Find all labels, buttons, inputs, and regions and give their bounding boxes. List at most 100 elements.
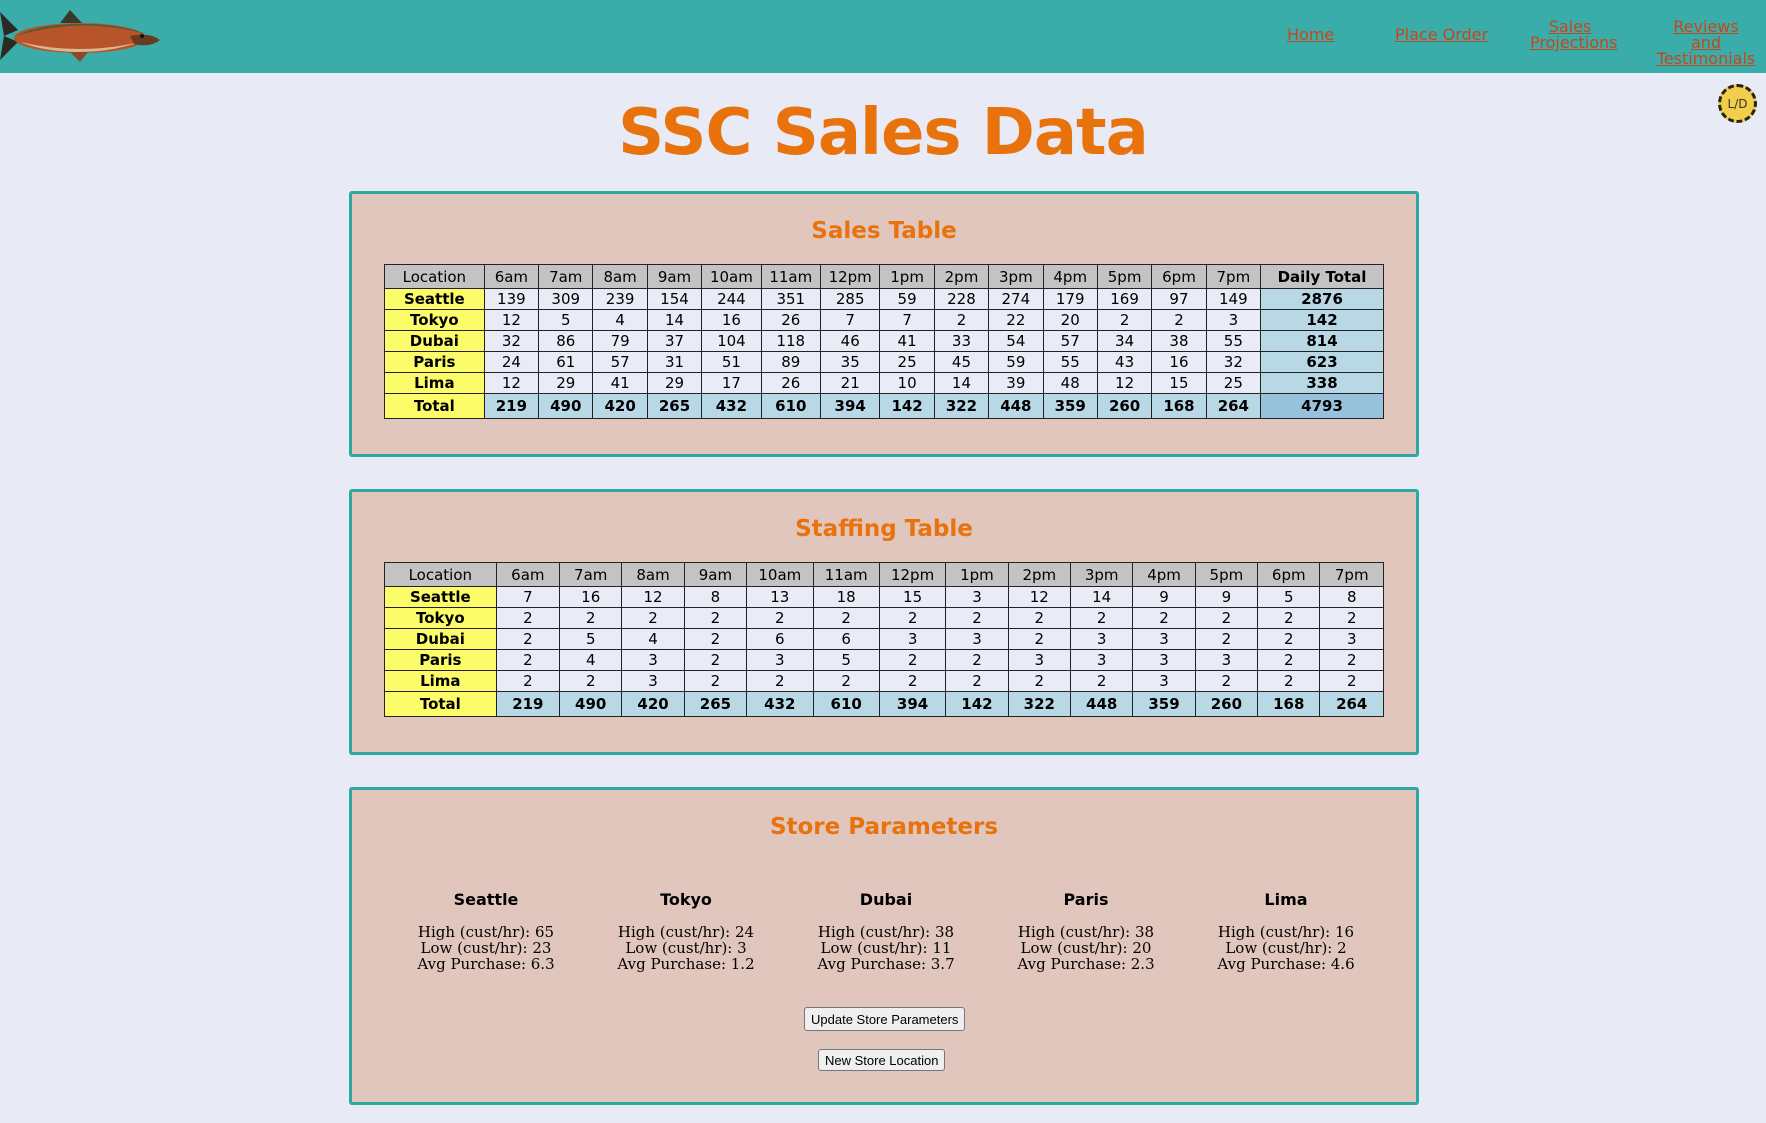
table-cell: 3 xyxy=(878,628,947,650)
table-cell: 2 xyxy=(1007,670,1072,692)
column-header: 3pm xyxy=(1069,562,1134,587)
table-cell: 104 xyxy=(701,330,762,352)
total-row: Total 219 490 420 265 432 610 394 142 322 448 359 26… xyxy=(384,691,1384,717)
store-high: High (cust/hr): 16 xyxy=(1217,923,1355,941)
table-cell: 3 xyxy=(1132,649,1196,671)
total-cell: 448 xyxy=(988,393,1044,419)
sales-table: Location 6am 7am 8am 9am 10am 11am 12pm 1pm 2pm 3p… xyxy=(384,264,1384,419)
table-cell: 3 xyxy=(945,586,1009,608)
table-cell: 2 xyxy=(1132,607,1196,629)
top-navigation-bar: Home Place Order Sales Projections Revie… xyxy=(0,0,1766,73)
table-cell: 3 xyxy=(1205,309,1262,331)
column-header: 5pm xyxy=(1096,264,1153,289)
table-cell: 25 xyxy=(1205,372,1262,394)
table-cell: 5 xyxy=(559,628,623,650)
table-cell: 2 xyxy=(1069,607,1134,629)
table-cell: 118 xyxy=(760,330,822,352)
table-cell: 8 xyxy=(1319,586,1384,608)
table-cell: 814 xyxy=(1260,330,1384,352)
nav-link-sales-projections[interactable]: Sales Projections xyxy=(1530,17,1618,52)
location-cell: Dubai xyxy=(384,330,485,352)
table-cell: 149 xyxy=(1205,288,1262,310)
column-header: 6am xyxy=(495,562,561,587)
table-cell: 351 xyxy=(760,288,822,310)
column-header: 5pm xyxy=(1194,562,1259,587)
nav-link-reviews[interactable]: Reviews and Testimonials xyxy=(1656,17,1756,68)
column-header: 6pm xyxy=(1151,264,1207,289)
table-cell: 55 xyxy=(1042,351,1098,373)
table-cell: 2 xyxy=(683,670,748,692)
table-cell: 274 xyxy=(988,288,1044,310)
table-row: Lima 12 29 41 29 17 26 21 10 14 39 48 12 15 25 338 xyxy=(384,372,1384,394)
table-row: Seattle 139 309 239 154 244 351 285 59 228 274 179 1… xyxy=(384,288,1384,310)
table-cell: 86 xyxy=(538,330,594,352)
table-cell: 2 xyxy=(812,670,880,692)
column-header: 1pm xyxy=(945,562,1009,587)
table-cell: 623 xyxy=(1260,351,1384,373)
table-cell: 2 xyxy=(495,649,561,671)
table-cell: 39 xyxy=(988,372,1044,394)
table-cell: 12 xyxy=(483,309,540,331)
table-cell: 2 xyxy=(945,670,1009,692)
table-cell: 2 xyxy=(1194,628,1259,650)
location-cell: Seattle xyxy=(384,288,485,310)
store-low: Low (cust/hr): 20 xyxy=(1020,939,1152,957)
table-cell: 5 xyxy=(812,649,880,671)
store-avg-purchase: Avg Purchase: 2.3 xyxy=(1017,955,1155,973)
column-header: 6am xyxy=(483,264,540,289)
table-cell: 54 xyxy=(988,330,1044,352)
table-cell: 57 xyxy=(1042,330,1098,352)
column-header: 9am xyxy=(683,562,748,587)
store-card: Lima High (cust/hr): 16 Low (cust/hr): 2 Av… xyxy=(1186,890,1386,972)
column-header: Location xyxy=(384,562,497,587)
table-row: Paris 2 4 3 2 3 5 2 2 3 3 3 3 2 2 xyxy=(384,649,1384,671)
table-cell: 2 xyxy=(1257,649,1321,671)
light-dark-toggle-button[interactable]: L/D xyxy=(1718,84,1757,123)
table-cell: 79 xyxy=(592,330,648,352)
table-cell: 15 xyxy=(1151,372,1207,394)
staffing-table-panel: Staffing Table Location 6am 7am 8am 9am 10am 1… xyxy=(349,489,1419,755)
column-header: 10am xyxy=(746,562,814,587)
total-cell: 4793 xyxy=(1260,393,1384,419)
total-row: Total 219 490 420 265 432 610 394 142 322 448 359 26… xyxy=(384,393,1384,419)
total-cell: 420 xyxy=(621,691,685,717)
table-cell: 59 xyxy=(879,288,935,310)
table-cell: 97 xyxy=(1151,288,1207,310)
table-cell: 17 xyxy=(701,372,762,394)
store-low: Low (cust/hr): 11 xyxy=(820,939,952,957)
column-header: 11am xyxy=(812,562,880,587)
nav-link-place-order[interactable]: Place Order xyxy=(1395,25,1489,44)
table-cell: 7 xyxy=(819,309,881,331)
total-cell: 394 xyxy=(819,393,881,419)
store-card: Seattle High (cust/hr): 65 Low (cust/hr): … xyxy=(386,890,586,972)
table-cell: 32 xyxy=(483,330,540,352)
total-cell: 260 xyxy=(1194,691,1259,717)
table-cell: 2 xyxy=(1319,670,1384,692)
column-header: 7pm xyxy=(1205,264,1262,289)
table-row: Tokyo 2 2 2 2 2 2 2 2 2 2 2 2 2 2 xyxy=(384,607,1384,629)
table-cell: 2 xyxy=(683,649,748,671)
total-cell: 142 xyxy=(945,691,1009,717)
table-cell: 46 xyxy=(819,330,881,352)
total-cell: 420 xyxy=(592,393,648,419)
table-cell: 2 xyxy=(1194,607,1259,629)
table-cell: 3 xyxy=(945,628,1009,650)
nav-link-home[interactable]: Home xyxy=(1287,25,1335,44)
update-store-parameters-button[interactable]: Update Store Parameters xyxy=(804,1007,966,1031)
location-cell: Lima xyxy=(384,670,497,692)
new-store-location-button[interactable]: New Store Location xyxy=(818,1049,946,1071)
table-cell: 41 xyxy=(592,372,648,394)
total-cell: 219 xyxy=(495,691,561,717)
location-cell: Seattle xyxy=(384,586,497,608)
table-cell: 2 xyxy=(1319,649,1384,671)
table-cell: 16 xyxy=(701,309,762,331)
table-cell: 2 xyxy=(1151,309,1207,331)
table-row: Lima 2 2 3 2 2 2 2 2 2 2 3 2 2 2 xyxy=(384,670,1384,692)
column-header: 2pm xyxy=(1007,562,1072,587)
table-cell: 22 xyxy=(988,309,1044,331)
table-cell: 3 xyxy=(621,649,685,671)
table-cell: 7 xyxy=(879,309,935,331)
column-header: 7pm xyxy=(1319,562,1384,587)
sales-table-heading: Sales Table xyxy=(811,218,957,244)
page-title: SSC Sales Data xyxy=(618,96,1149,170)
